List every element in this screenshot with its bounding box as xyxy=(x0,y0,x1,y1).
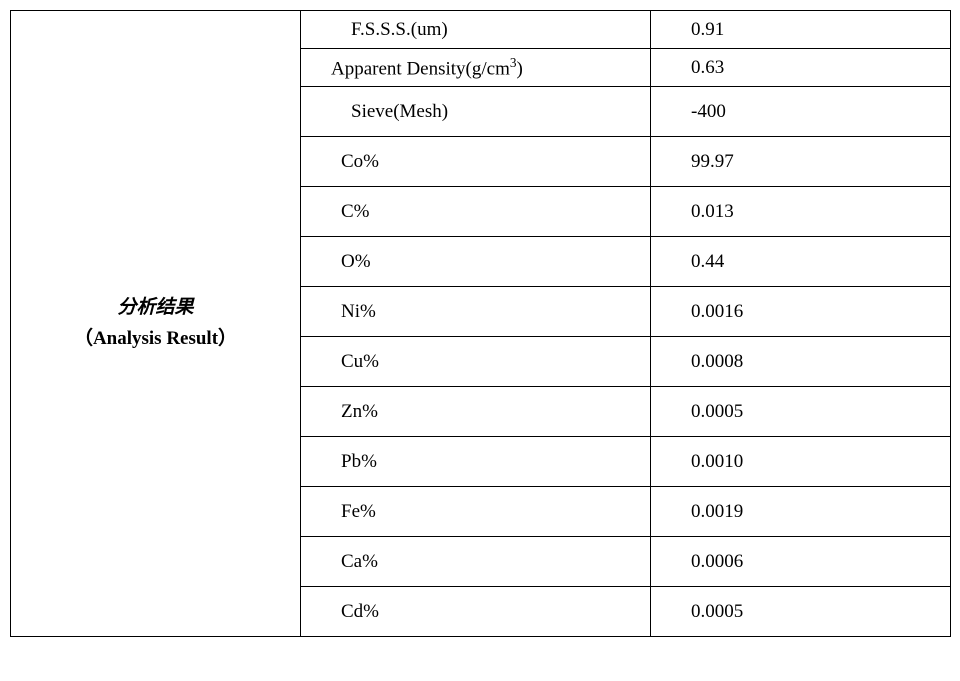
param-cell: C% xyxy=(301,187,651,237)
param-cell: F.S.S.S.(um) xyxy=(301,11,651,49)
param-cell: Apparent Density(g/cm3) xyxy=(301,49,651,87)
value-cell: 0.0008 xyxy=(651,337,951,387)
param-cell: Zn% xyxy=(301,387,651,437)
param-cell: Ca% xyxy=(301,537,651,587)
analysis-result-table: 分析结果（Analysis Result）F.S.S.S.(um)0.91App… xyxy=(10,10,951,637)
param-cell: Pb% xyxy=(301,437,651,487)
row-header-zh: 分析结果 xyxy=(11,293,300,323)
value-cell: -400 xyxy=(651,87,951,137)
param-cell: O% xyxy=(301,237,651,287)
param-cell: Cu% xyxy=(301,337,651,387)
row-header-cell: 分析结果（Analysis Result） xyxy=(11,11,301,637)
value-cell: 0.0006 xyxy=(651,537,951,587)
value-cell: 0.63 xyxy=(651,49,951,87)
value-cell: 0.0010 xyxy=(651,437,951,487)
value-cell: 0.44 xyxy=(651,237,951,287)
value-cell: 0.013 xyxy=(651,187,951,237)
table-body: 分析结果（Analysis Result）F.S.S.S.(um)0.91App… xyxy=(11,11,951,637)
value-cell: 0.0019 xyxy=(651,487,951,537)
param-cell: Ni% xyxy=(301,287,651,337)
value-cell: 99.97 xyxy=(651,137,951,187)
param-cell: Fe% xyxy=(301,487,651,537)
row-header-en: （Analysis Result） xyxy=(11,324,300,354)
value-cell: 0.0016 xyxy=(651,287,951,337)
table-row: 分析结果（Analysis Result）F.S.S.S.(um)0.91 xyxy=(11,11,951,49)
value-cell: 0.0005 xyxy=(651,387,951,437)
value-cell: 0.0005 xyxy=(651,587,951,637)
value-cell: 0.91 xyxy=(651,11,951,49)
param-cell: Cd% xyxy=(301,587,651,637)
param-cell: Sieve(Mesh) xyxy=(301,87,651,137)
analysis-result-table-container: 分析结果（Analysis Result）F.S.S.S.(um)0.91App… xyxy=(10,10,950,637)
param-cell: Co% xyxy=(301,137,651,187)
